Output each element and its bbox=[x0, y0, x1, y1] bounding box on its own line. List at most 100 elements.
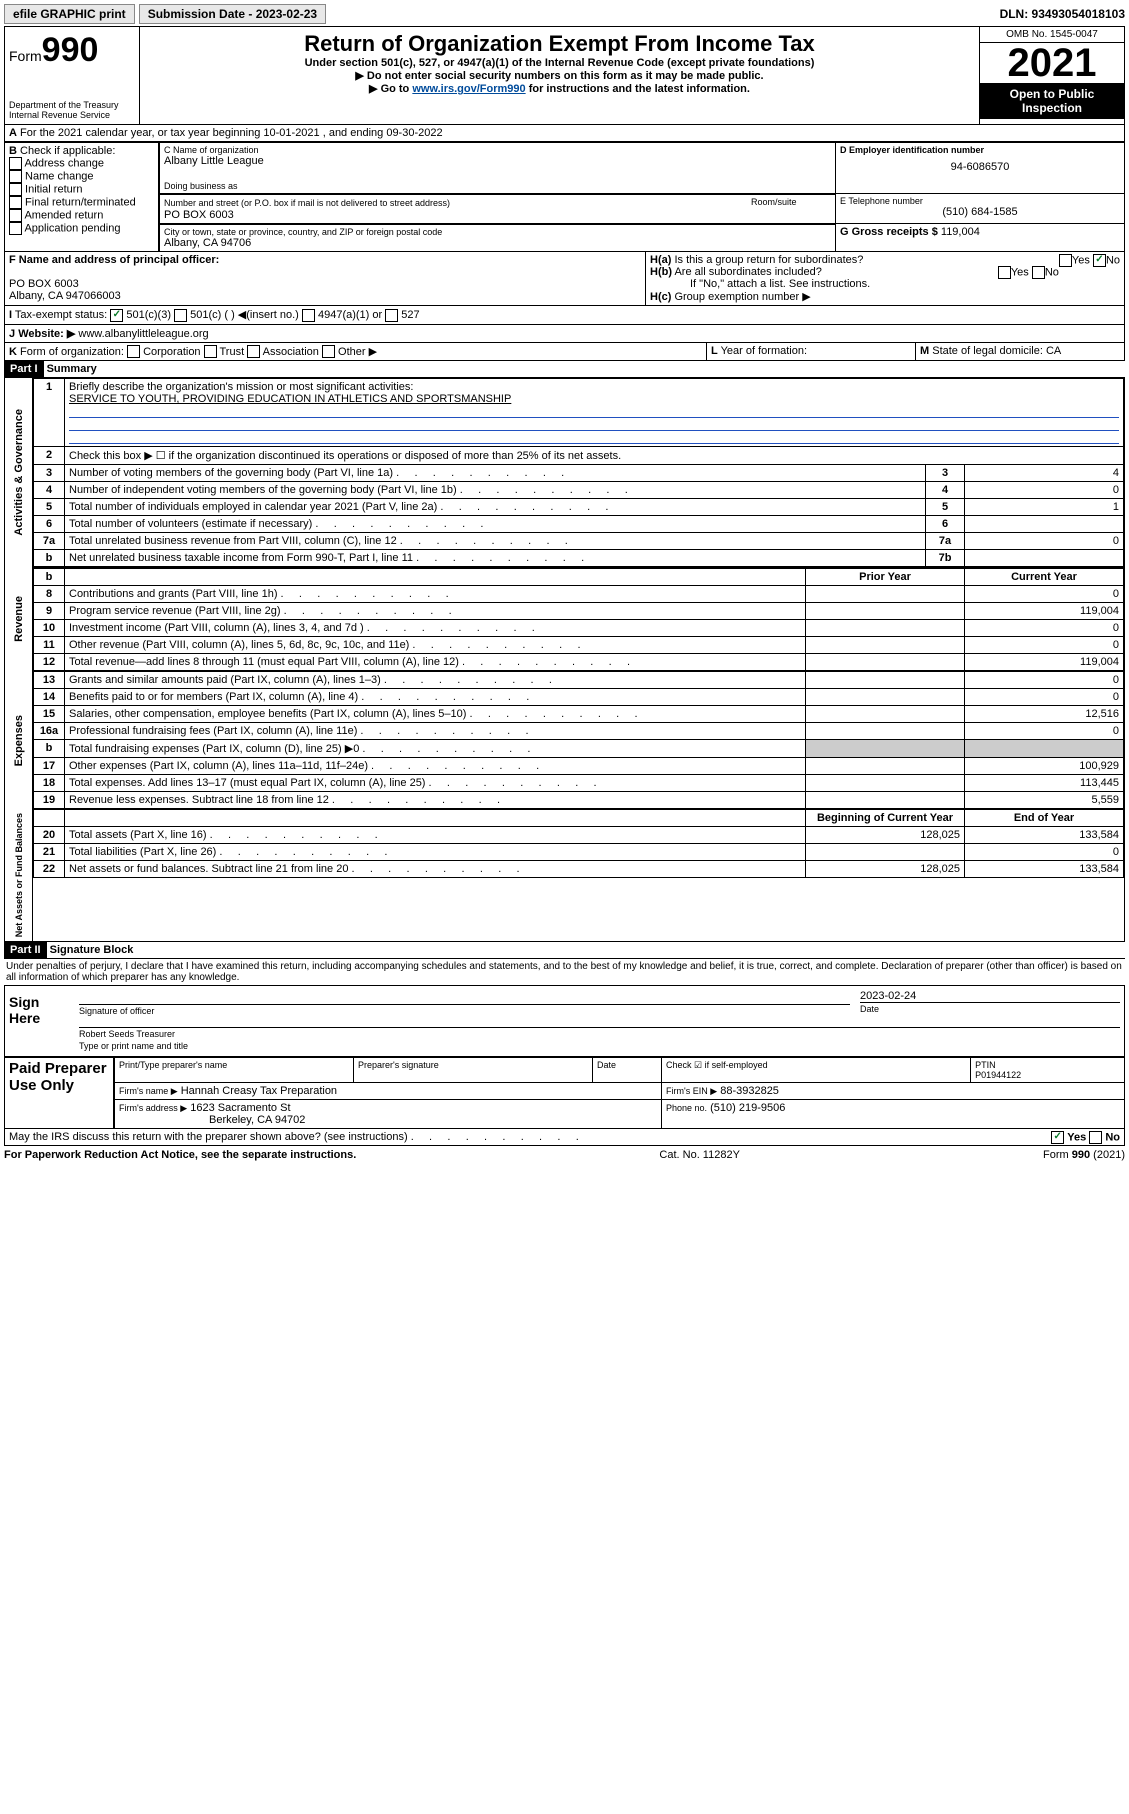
hb-note: If "No," attach a list. See instructions… bbox=[650, 278, 1120, 290]
phone: (510) 684-1585 bbox=[840, 206, 1120, 218]
col-current: Current Year bbox=[965, 568, 1124, 586]
paid-label: Paid Preparer Use Only bbox=[4, 1057, 114, 1129]
hb-no[interactable] bbox=[1032, 266, 1045, 279]
tax-year: 2021 bbox=[980, 43, 1124, 83]
i-4947[interactable] bbox=[302, 309, 315, 322]
ein: 94-6086570 bbox=[840, 161, 1120, 173]
date-label: Date bbox=[860, 1004, 879, 1014]
city: Albany, CA 94706 bbox=[164, 237, 831, 249]
dept: Department of the Treasury bbox=[9, 100, 135, 110]
discuss-no[interactable] bbox=[1089, 1131, 1102, 1144]
sub1: Under section 501(c), 527, or 4947(a)(1)… bbox=[144, 57, 975, 69]
prep-name-h: Print/Type preparer's name bbox=[115, 1058, 354, 1083]
sig-date: 2023-02-24 bbox=[860, 990, 916, 1002]
section-governance: Activities & Governance 1 Briefly descri… bbox=[4, 378, 1125, 567]
i-501c3[interactable] bbox=[110, 309, 123, 322]
block-fh: F Name and address of principal officer:… bbox=[4, 252, 1125, 306]
vlabel-rev: Revenue bbox=[11, 592, 27, 646]
firm-addr: 1623 Sacramento St bbox=[190, 1102, 290, 1114]
discuss-line: May the IRS discuss this return with the… bbox=[4, 1129, 1125, 1146]
d-label: D Employer identification number bbox=[840, 145, 984, 155]
b-opt[interactable]: Initial return bbox=[9, 183, 154, 196]
q1: Briefly describe the organization's miss… bbox=[69, 381, 413, 393]
firm-addr2: Berkeley, CA 94702 bbox=[119, 1114, 305, 1126]
col-prior: Prior Year bbox=[806, 568, 965, 586]
line-a: A For the 2021 calendar year, or tax yea… bbox=[4, 125, 1125, 142]
addr-label: Number and street (or P.O. box if mail i… bbox=[164, 198, 450, 208]
sub3-post: for instructions and the latest informat… bbox=[526, 83, 750, 95]
room-label: Room/suite bbox=[751, 197, 831, 221]
f-label: F Name and address of principal officer: bbox=[9, 254, 219, 266]
i-527[interactable] bbox=[385, 309, 398, 322]
paid-preparer-block: Paid Preparer Use Only Print/Type prepar… bbox=[4, 1057, 1125, 1129]
g-label: G Gross receipts $ bbox=[840, 226, 938, 238]
vlabel-gov: Activities & Governance bbox=[11, 405, 27, 540]
sign-here: Sign Here bbox=[5, 986, 75, 1056]
c-name-label: C Name of organization bbox=[164, 145, 831, 155]
q2: Check this box ▶ ☐ if the organization d… bbox=[65, 447, 1124, 465]
mission: SERVICE TO YOUTH, PROVIDING EDUCATION IN… bbox=[69, 393, 511, 405]
footer-m: Cat. No. 11282Y bbox=[659, 1149, 740, 1161]
submission-btn[interactable]: Submission Date - 2023-02-23 bbox=[139, 4, 326, 24]
e-label: E Telephone number bbox=[840, 196, 1120, 206]
line-j: J Website: ▶ www.albanylittleleague.org bbox=[4, 325, 1125, 343]
part1-header: Part I Summary bbox=[4, 361, 1125, 378]
discuss-yes[interactable] bbox=[1051, 1131, 1064, 1144]
firm-phone: (510) 219-9506 bbox=[710, 1102, 785, 1114]
b-opt[interactable]: Name change bbox=[9, 170, 154, 183]
sub3-link[interactable]: www.irs.gov/Form990 bbox=[412, 83, 525, 95]
form-number: 990 bbox=[42, 31, 99, 69]
footer: For Paperwork Reduction Act Notice, see … bbox=[4, 1146, 1125, 1161]
ha-yes[interactable] bbox=[1059, 254, 1072, 267]
m-label: State of legal domicile: bbox=[932, 345, 1043, 357]
k-trust[interactable] bbox=[204, 345, 217, 358]
b-opt[interactable]: Final return/terminated bbox=[9, 196, 154, 209]
ptin: P01944122 bbox=[975, 1070, 1021, 1080]
section-netassets: Net Assets or Fund Balances Beginning of… bbox=[4, 809, 1125, 942]
form-label: Form bbox=[9, 48, 42, 64]
efile-btn[interactable]: efile GRAPHIC print bbox=[4, 4, 135, 24]
officer-addr2: Albany, CA 947066003 bbox=[9, 290, 121, 302]
footer-r: Form 990 (2021) bbox=[1043, 1149, 1125, 1161]
m-val: CA bbox=[1046, 345, 1061, 357]
k-assoc[interactable] bbox=[247, 345, 260, 358]
firm-name: Hannah Creasy Tax Preparation bbox=[181, 1085, 337, 1097]
k-other[interactable] bbox=[322, 345, 335, 358]
form-header: Form990 Department of the Treasury Inter… bbox=[4, 26, 1125, 125]
line-klm: K Form of organization: Corporation Trus… bbox=[4, 343, 1125, 362]
ha-no[interactable] bbox=[1093, 254, 1106, 267]
name-label: Type or print name and title bbox=[79, 1041, 188, 1051]
l-label: Year of formation: bbox=[721, 345, 807, 357]
sub3-pre: Go to bbox=[381, 83, 413, 95]
sub2: Do not enter social security numbers on … bbox=[144, 69, 975, 82]
vlabel-exp: Expenses bbox=[11, 711, 27, 770]
vlabel-net: Net Assets or Fund Balances bbox=[12, 809, 26, 941]
section-revenue: Revenue b Prior Year Current Year 8Contr… bbox=[4, 567, 1125, 671]
line-i: I Tax-exempt status: 501(c)(3) 501(c) ( … bbox=[4, 306, 1125, 325]
topbar: efile GRAPHIC print Submission Date - 20… bbox=[4, 4, 1125, 24]
footer-l: For Paperwork Reduction Act Notice, see … bbox=[4, 1149, 356, 1161]
section-expenses: Expenses 13Grants and similar amounts pa… bbox=[4, 671, 1125, 809]
irs: Internal Revenue Service bbox=[9, 110, 135, 120]
col-end: End of Year bbox=[965, 810, 1124, 827]
dln: DLN: 93493054018103 bbox=[1000, 7, 1125, 21]
open-public: Open to Public Inspection bbox=[980, 83, 1124, 119]
b-opt[interactable]: Address change bbox=[9, 157, 154, 170]
form-title: Return of Organization Exempt From Incom… bbox=[144, 31, 975, 57]
k-corp[interactable] bbox=[127, 345, 140, 358]
b-label: Check if applicable: bbox=[20, 145, 115, 157]
hc: Group exemption number ▶ bbox=[674, 291, 810, 303]
self-emp[interactable]: Check ☑ if self-employed bbox=[666, 1060, 768, 1070]
gross-receipts: 119,004 bbox=[941, 226, 980, 238]
col-begin: Beginning of Current Year bbox=[806, 810, 965, 827]
prep-sig-h: Preparer's signature bbox=[354, 1058, 593, 1083]
officer-name: Robert Seeds Treasurer bbox=[79, 1029, 175, 1039]
block-bcdefg: B Check if applicable: Address change Na… bbox=[4, 142, 1125, 252]
website[interactable]: www.albanylittleleague.org bbox=[78, 328, 208, 340]
b-opt[interactable]: Application pending bbox=[9, 222, 154, 235]
city-label: City or town, state or province, country… bbox=[164, 227, 831, 237]
ha: Is this a group return for subordinates? bbox=[674, 254, 863, 266]
b-opt[interactable]: Amended return bbox=[9, 209, 154, 222]
i-501c[interactable] bbox=[174, 309, 187, 322]
hb-yes[interactable] bbox=[998, 266, 1011, 279]
